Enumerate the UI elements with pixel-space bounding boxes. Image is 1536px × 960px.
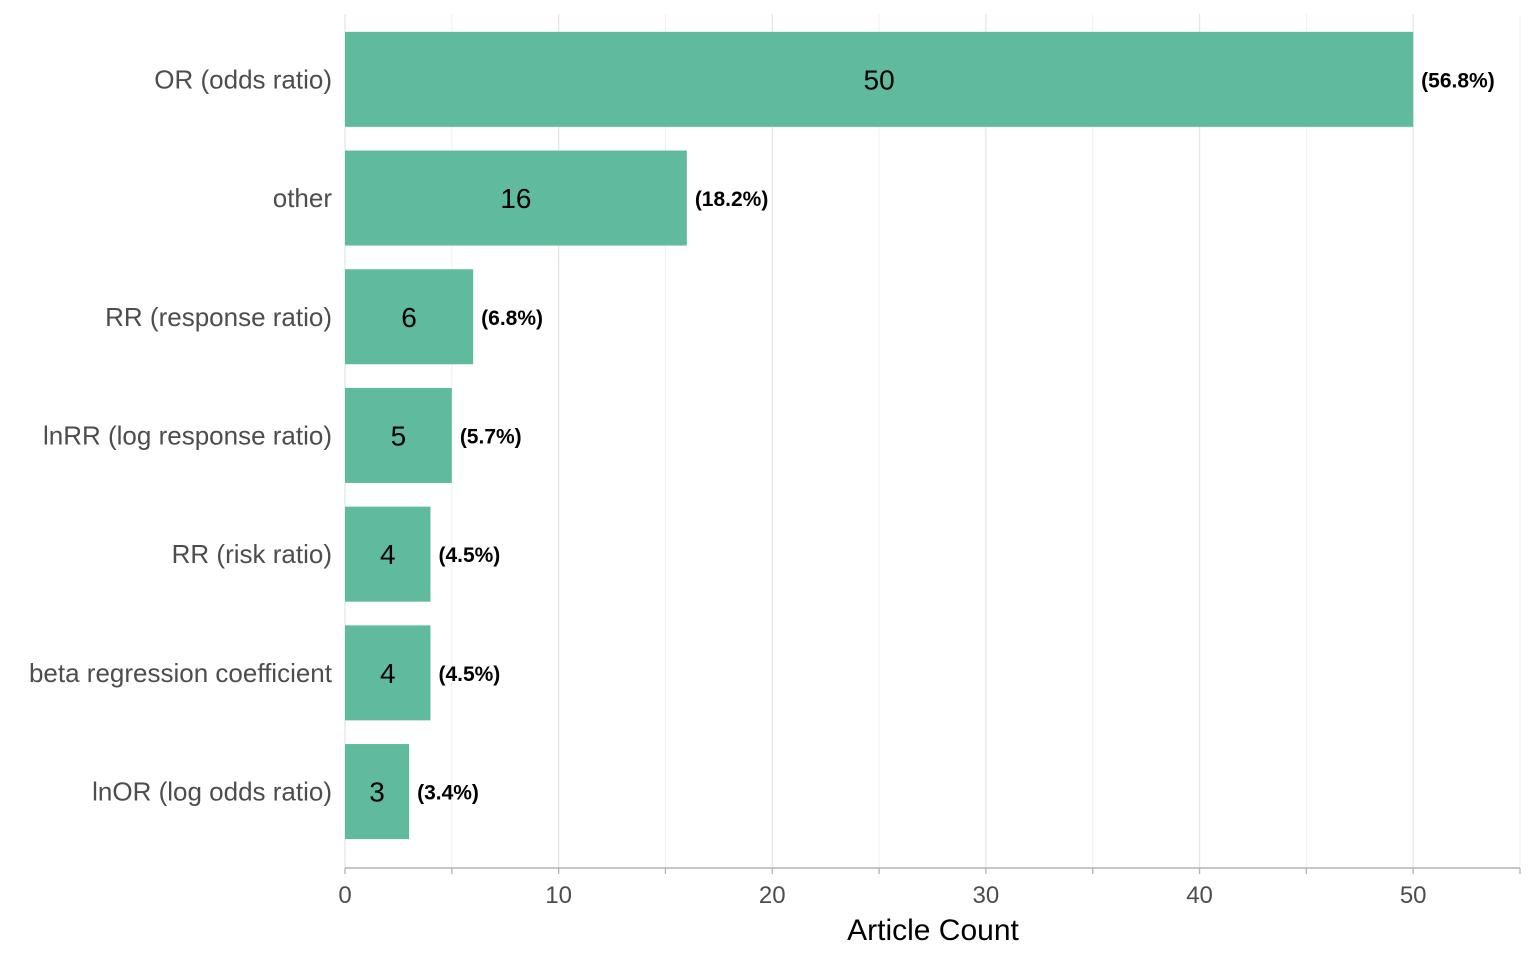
- x-tick-label: 30: [973, 882, 1000, 909]
- bar-percent-label: (6.8%): [481, 307, 543, 330]
- category-label: RR (risk ratio): [172, 539, 332, 569]
- x-tick-label: 10: [545, 882, 572, 909]
- bar-percent-label: (5.7%): [460, 425, 522, 448]
- bar-value-label: 6: [401, 302, 417, 333]
- x-tick-label: 40: [1186, 882, 1213, 909]
- bar-percent-label: (4.5%): [438, 663, 500, 686]
- bar: [345, 744, 410, 840]
- category-labels: OR (odds ratio) other RR (response ratio) l…: [29, 64, 333, 806]
- bar: [345, 269, 474, 365]
- bar-percent-label: (18.2%): [695, 188, 769, 211]
- category-label: OR (odds ratio): [154, 64, 332, 94]
- x-axis: 0 10 20 30 40 50: [338, 867, 1521, 909]
- bar: [345, 150, 687, 246]
- bar-value-label: 5: [391, 420, 407, 451]
- x-tick-label: 20: [759, 882, 786, 909]
- bar: [345, 387, 452, 483]
- bar-value-label: 3: [369, 777, 385, 808]
- x-tick-label: 50: [1400, 882, 1427, 909]
- bar-percent-label: (3.4%): [417, 782, 479, 805]
- bar-value-label: 4: [380, 658, 396, 689]
- category-label: lnRR (log response ratio): [43, 420, 332, 450]
- bar: [345, 625, 431, 721]
- bar: [345, 506, 431, 602]
- category-label: beta regression coefficient: [29, 658, 333, 688]
- category-label: lnOR (log odds ratio): [92, 777, 332, 807]
- category-label: RR (response ratio): [105, 302, 332, 332]
- bar-value-label: 16: [500, 183, 531, 214]
- category-label: other: [273, 183, 333, 213]
- x-axis-title: Article Count: [847, 914, 1019, 947]
- bar-percent-label: (56.8%): [1421, 69, 1495, 92]
- bars: 50 (56.8%) 16 (18.2%) 6 (6.8%) 5 (5.7%) 4 (4.5%) 4…: [345, 31, 1495, 840]
- bar-value-label: 50: [864, 64, 895, 95]
- x-tick-label: 0: [338, 882, 351, 909]
- bar-percent-label: (4.5%): [438, 544, 500, 567]
- bar-value-label: 4: [380, 539, 396, 570]
- bar: [345, 31, 1414, 127]
